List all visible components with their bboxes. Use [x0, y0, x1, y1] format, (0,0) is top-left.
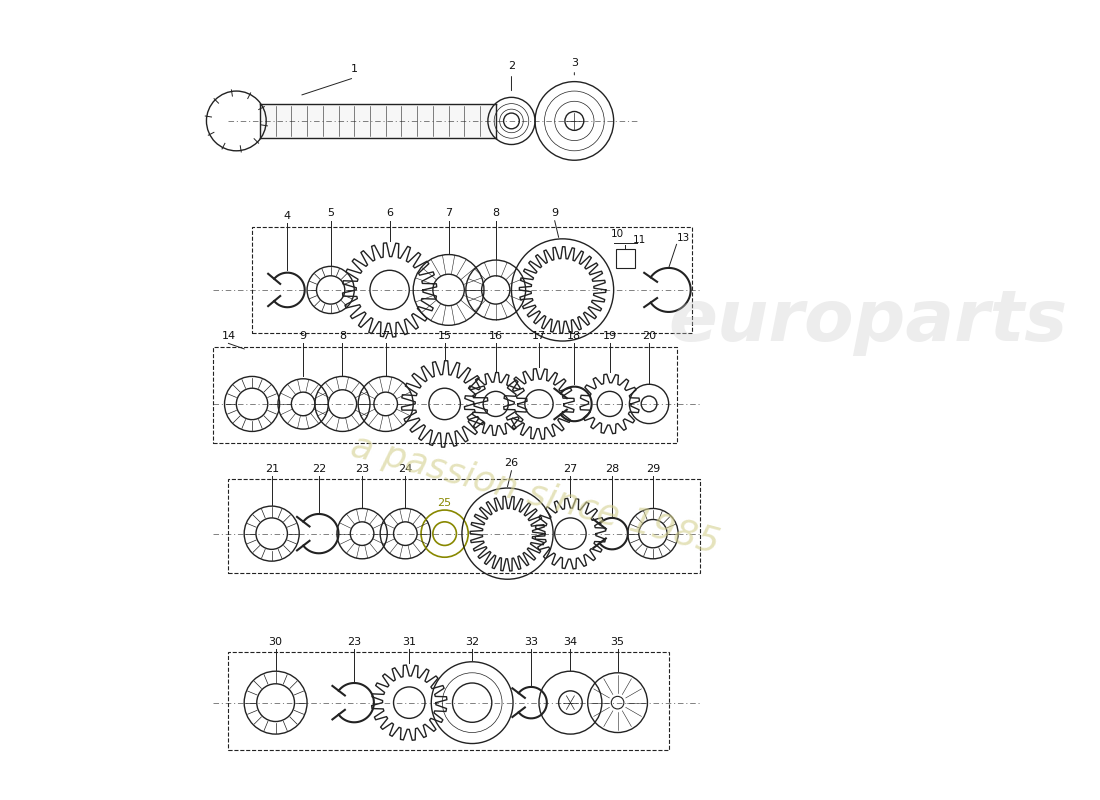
Text: 30: 30 — [268, 637, 283, 647]
Text: 29: 29 — [646, 464, 660, 474]
Text: 21: 21 — [265, 464, 278, 474]
Text: 9: 9 — [299, 331, 307, 341]
Text: 11: 11 — [634, 235, 647, 245]
Bar — [616, 249, 635, 268]
Text: 19: 19 — [603, 331, 617, 341]
Text: 7: 7 — [382, 331, 389, 341]
Text: 27: 27 — [563, 464, 578, 474]
Text: 26: 26 — [505, 458, 518, 468]
Text: 4: 4 — [284, 210, 292, 221]
Text: 35: 35 — [610, 637, 625, 647]
Bar — [252, 227, 692, 333]
Text: 22: 22 — [311, 464, 326, 474]
Text: 20: 20 — [642, 331, 656, 341]
Text: europarts: europarts — [669, 287, 1068, 356]
Bar — [212, 346, 676, 443]
Text: 3: 3 — [571, 58, 578, 68]
Text: 16: 16 — [488, 331, 503, 341]
Text: 5: 5 — [327, 209, 334, 218]
Text: 8: 8 — [339, 331, 346, 341]
Text: 17: 17 — [532, 331, 546, 341]
Text: 15: 15 — [438, 331, 452, 341]
Text: 1: 1 — [351, 64, 358, 74]
Text: 18: 18 — [568, 331, 582, 341]
Text: 9: 9 — [551, 209, 559, 218]
Text: 13: 13 — [676, 233, 690, 242]
Text: 2: 2 — [508, 62, 515, 71]
Text: 23: 23 — [355, 464, 370, 474]
Text: 25: 25 — [438, 498, 452, 508]
Text: 7: 7 — [446, 209, 452, 218]
Text: 28: 28 — [605, 464, 619, 474]
Text: 23: 23 — [348, 637, 361, 647]
Text: 10: 10 — [610, 229, 624, 239]
Text: 14: 14 — [221, 331, 235, 341]
Text: 31: 31 — [403, 637, 416, 647]
Bar — [229, 651, 669, 750]
Bar — [229, 478, 700, 573]
Text: 6: 6 — [386, 209, 393, 218]
Text: 34: 34 — [563, 637, 578, 647]
Text: 8: 8 — [492, 209, 499, 218]
Text: 33: 33 — [524, 637, 538, 647]
Text: a passion since 1985: a passion since 1985 — [346, 429, 723, 560]
Text: 32: 32 — [465, 637, 480, 647]
Text: 24: 24 — [398, 464, 412, 474]
